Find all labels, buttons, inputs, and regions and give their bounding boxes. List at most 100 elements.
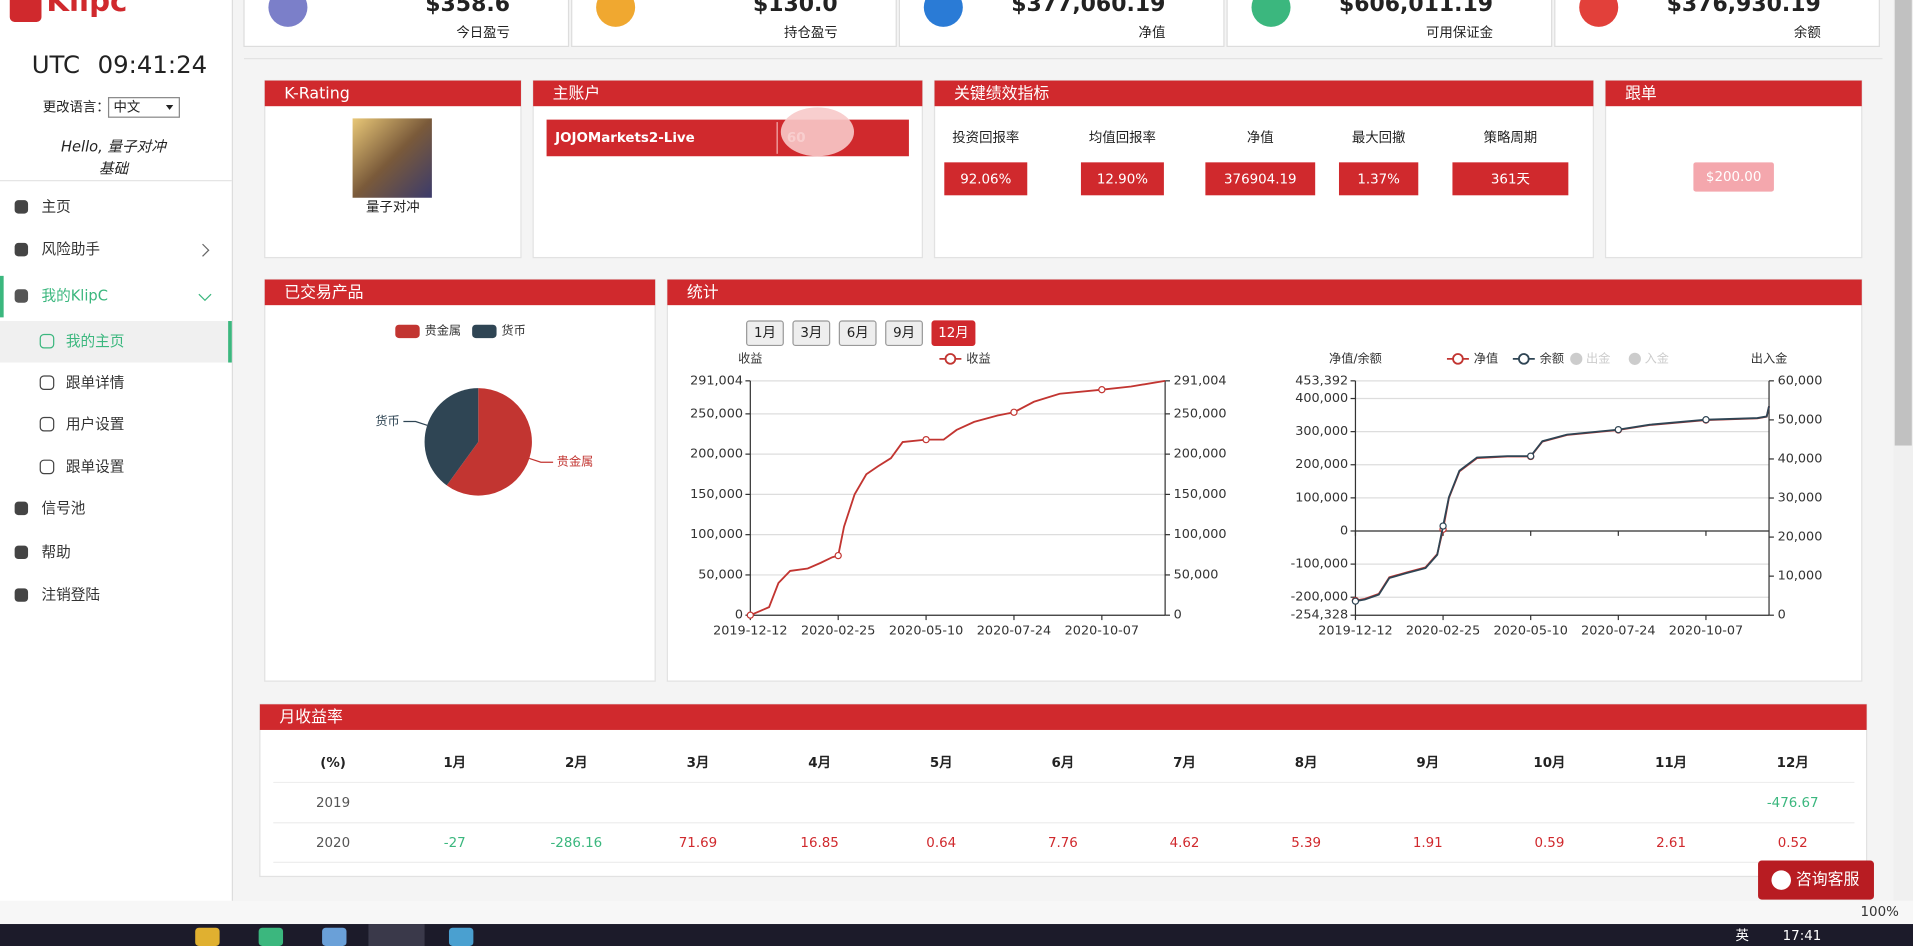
follow-button[interactable] — [1693, 162, 1774, 192]
y-tick-label: 0 — [735, 608, 743, 623]
menu-active-bar — [0, 275, 4, 318]
logo: Klipc — [46, 0, 127, 18]
menu-item[interactable]: 信号池 — [41, 500, 85, 517]
point-marker — [1702, 416, 1710, 424]
table-cell: 1.91 — [1413, 836, 1443, 851]
panel-header — [259, 704, 1867, 730]
period-label[interactable]: 12月 — [938, 326, 968, 341]
period-button[interactable] — [792, 320, 831, 347]
x-tick-label: 2019-12-12 — [713, 624, 787, 639]
menu-item[interactable]: 跟单详情 — [66, 374, 125, 391]
menu-item[interactable]: 帮助 — [41, 544, 70, 561]
legend-label[interactable]: 净值 — [1474, 350, 1498, 365]
menu-icon — [39, 333, 55, 349]
support-button[interactable] — [1758, 860, 1874, 900]
menu-item[interactable]: 我的主页 — [66, 333, 125, 350]
menu-icon — [39, 375, 55, 390]
period-button[interactable] — [931, 320, 976, 347]
select-arrow — [165, 104, 174, 110]
y2-tick-label: 50,000 — [1174, 567, 1219, 582]
legend-label[interactable]: 入金 — [1645, 350, 1669, 365]
period-label[interactable]: 9月 — [893, 326, 915, 341]
kpi-badge — [944, 162, 1028, 196]
panel — [666, 278, 1863, 682]
kpi-label: 最大回撤 — [1352, 130, 1406, 146]
period-label[interactable]: 1月 — [754, 326, 776, 341]
panel-title: 已交易产品 — [284, 282, 363, 301]
kpi-label: 策略周期 — [1484, 129, 1538, 146]
menu-item[interactable]: 我的KlipC — [41, 288, 107, 305]
table-header: 9月 — [1416, 755, 1439, 771]
x-tick-label: 2020-05-10 — [1494, 624, 1568, 639]
x-tick-label: 2020-02-25 — [1406, 624, 1480, 639]
kpi-value: 361天 — [1491, 172, 1530, 187]
period-button[interactable] — [885, 320, 923, 347]
legend-marker — [1518, 353, 1530, 365]
kpi-label: 净值 — [1247, 130, 1274, 146]
kpi-badge — [1205, 162, 1316, 196]
y-tick-label: 100,000 — [690, 527, 743, 542]
y2-tick-label: 10,000 — [1778, 569, 1823, 584]
table-header: 6月 — [1052, 755, 1075, 771]
x-tick-label: 2020-07-24 — [977, 624, 1051, 639]
stat-icon — [1579, 0, 1619, 27]
table-cell: 5.39 — [1291, 836, 1321, 851]
panel-header — [667, 279, 1862, 306]
language-select[interactable] — [107, 97, 180, 118]
point-marker — [1439, 522, 1447, 530]
y2-tick-label: 250,000 — [1174, 406, 1227, 421]
menu-item[interactable]: 用户设置 — [66, 416, 125, 433]
scrollbar-thumb[interactable] — [1894, 0, 1912, 446]
y2-tick-label: 60,000 — [1778, 373, 1823, 388]
point-marker — [922, 435, 930, 444]
y2-tick-label: 20,000 — [1778, 530, 1823, 545]
y-tick-label: 300,000 — [1295, 424, 1348, 439]
panel-header — [934, 80, 1594, 107]
period-label[interactable]: 6月 — [847, 326, 869, 341]
panel-title: 关键绩效指标 — [954, 83, 1049, 102]
trader-name: 量子对冲 — [366, 200, 420, 216]
panel-title: K-Rating — [284, 83, 350, 102]
table-cell: 0.64 — [926, 836, 956, 851]
follow-amount[interactable]: $200.00 — [1706, 170, 1761, 185]
table-header: 1月 — [443, 755, 466, 771]
table-header: 12月 — [1777, 755, 1809, 771]
table-cell: 0.52 — [1778, 836, 1808, 851]
legend-label[interactable]: 收益 — [966, 351, 990, 365]
table-cell: 0.59 — [1535, 836, 1565, 851]
menu-icon — [14, 588, 29, 602]
greeting: Hello, 量子对冲 — [61, 139, 167, 156]
period-button[interactable] — [838, 320, 877, 347]
legend-label[interactable]: 出金 — [1586, 350, 1610, 365]
menu-icon — [14, 289, 29, 303]
y2-tick-label: 30,000 — [1778, 491, 1823, 506]
menu-icon — [39, 416, 55, 432]
account-level: 基础 — [99, 161, 130, 178]
y-tick-label: -100,000 — [1291, 557, 1349, 572]
period-button[interactable] — [746, 320, 784, 347]
stat-icon — [596, 0, 636, 27]
legend-marker — [944, 353, 957, 365]
panel — [532, 79, 923, 259]
table-header: (%) — [320, 756, 346, 771]
menu-item[interactable]: 注销登陆 — [41, 587, 100, 604]
menu-item[interactable]: 主页 — [41, 199, 70, 216]
menu-item[interactable]: 风险助手 — [41, 241, 100, 258]
y-tick-label: 453,392 — [1295, 373, 1348, 388]
menu-icon — [14, 242, 29, 257]
y-tick-label: -254,328 — [1291, 608, 1349, 623]
legend-label[interactable]: 余额 — [1540, 350, 1564, 365]
support-label[interactable]: 咨询客服 — [1796, 870, 1860, 889]
language-value[interactable]: 中文 — [113, 99, 140, 115]
period-label[interactable]: 3月 — [800, 326, 822, 341]
y-tick-label: 100,000 — [1295, 490, 1348, 505]
table-cell: -476.67 — [1767, 796, 1819, 811]
stat-icon — [923, 0, 963, 27]
menu-item[interactable]: 跟单设置 — [66, 459, 125, 476]
y2-tick-label: 0 — [1174, 608, 1182, 623]
language-label: 更改语言： — [43, 99, 110, 115]
stat-label: 今日盈亏 — [456, 25, 510, 41]
stat-value: $358.6 — [425, 0, 510, 17]
pie-leader — [529, 457, 554, 463]
